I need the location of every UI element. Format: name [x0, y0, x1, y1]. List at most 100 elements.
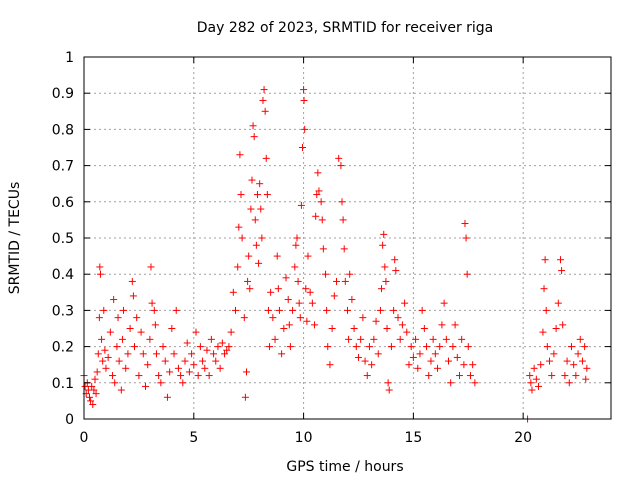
data-point — [469, 361, 477, 369]
data-point — [567, 343, 575, 351]
data-point — [298, 144, 306, 151]
data-point — [166, 368, 174, 376]
data-point — [111, 379, 119, 387]
data-point — [203, 346, 211, 354]
data-point — [196, 343, 204, 351]
data-point — [129, 292, 137, 300]
data-point — [542, 306, 550, 314]
data-point — [340, 245, 348, 253]
data-point — [131, 343, 139, 351]
data-point — [262, 154, 270, 162]
data-point — [95, 314, 103, 322]
data-point — [152, 350, 160, 358]
data-point — [535, 382, 543, 390]
data-point — [282, 274, 290, 282]
data-point — [141, 382, 149, 390]
data-point — [368, 361, 376, 369]
x-tick-label: 10 — [295, 430, 313, 446]
data-point — [530, 364, 538, 372]
data-point — [237, 191, 245, 199]
data-point — [311, 321, 319, 329]
data-point — [293, 234, 301, 242]
data-point — [462, 234, 470, 242]
data-point — [205, 372, 213, 380]
data-point — [137, 328, 145, 336]
y-tick-label: 0.3 — [52, 303, 74, 319]
data-point — [96, 263, 104, 271]
data-point — [81, 382, 89, 390]
data-point — [339, 216, 347, 224]
data-point — [335, 154, 343, 162]
data-point — [161, 357, 169, 365]
data-point — [93, 368, 101, 376]
data-point — [416, 350, 424, 358]
data-point — [412, 335, 420, 343]
chart-title: Day 282 of 2023, SRMTID for receiver rig… — [197, 20, 494, 36]
data-point — [570, 361, 578, 369]
data-point — [94, 350, 102, 358]
data-point — [255, 259, 263, 267]
data-point — [381, 263, 389, 271]
data-point — [240, 314, 248, 322]
data-point — [438, 321, 446, 329]
data-point — [126, 325, 134, 332]
data-point — [447, 379, 455, 387]
data-point — [261, 107, 269, 115]
x-axis: 0 5 10 15 20 — [80, 57, 532, 446]
data-point — [183, 339, 191, 347]
data-point — [436, 343, 444, 351]
data-point — [561, 372, 569, 380]
y-tick-label: 0.6 — [52, 195, 74, 211]
data-point — [453, 353, 461, 361]
data-point — [181, 357, 189, 365]
data-point — [471, 379, 479, 387]
data-point — [155, 372, 163, 380]
data-point — [235, 223, 243, 231]
data-point — [297, 201, 305, 209]
y-axis-label: SRMTID / TECUs — [7, 182, 23, 295]
data-point — [216, 364, 224, 372]
data-point — [391, 256, 399, 264]
data-point — [376, 306, 384, 314]
data-point — [455, 372, 463, 380]
data-point — [302, 285, 310, 293]
data-point — [572, 372, 580, 380]
data-point — [554, 299, 562, 307]
data-point — [559, 321, 567, 329]
data-point — [90, 386, 98, 394]
data-point — [114, 314, 122, 322]
data-point — [257, 205, 265, 213]
y-tick-label: 0.4 — [52, 267, 74, 283]
data-point — [313, 191, 321, 199]
x-tick-label: 20 — [514, 430, 532, 446]
data-point — [274, 285, 282, 293]
data-point — [295, 299, 303, 307]
data-point — [244, 277, 252, 285]
data-point — [229, 288, 237, 296]
data-point — [556, 256, 564, 264]
data-point — [273, 252, 281, 260]
data-point — [361, 357, 369, 365]
data-point — [238, 234, 246, 242]
data-point — [292, 241, 300, 249]
y-tick-label: 0.7 — [52, 159, 74, 175]
data-point — [540, 285, 548, 293]
data-point — [236, 151, 244, 159]
data-point — [275, 306, 283, 314]
data-point — [122, 364, 130, 372]
data-point — [558, 267, 566, 275]
data-point — [102, 364, 110, 372]
data-point — [120, 306, 128, 314]
data-point — [245, 252, 253, 260]
data-point — [100, 306, 108, 314]
data-point — [374, 350, 382, 358]
y-axis: 0 0.1 0.2 0.3 0.4 0.5 0.6 0.7 0.8 0.9 1 — [52, 50, 611, 428]
data-point — [576, 335, 584, 343]
data-point — [251, 216, 259, 224]
data-point — [150, 306, 158, 314]
y-tick-label: 0.8 — [52, 122, 74, 138]
data-point — [92, 390, 100, 398]
data-point — [337, 162, 345, 170]
data-point — [300, 86, 308, 94]
